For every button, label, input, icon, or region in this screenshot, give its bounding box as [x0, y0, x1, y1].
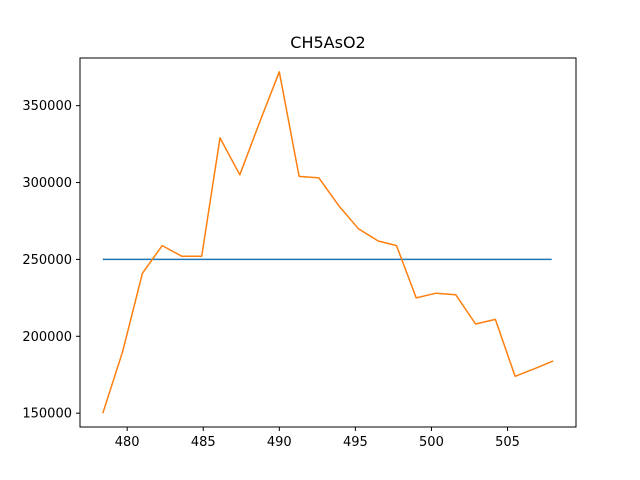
y-tick-label: 200000	[22, 330, 72, 345]
x-tick-label: 495	[343, 435, 368, 450]
series-layer	[102, 71, 554, 414]
y-axis: 150000 200000 250000 300000 350000	[22, 99, 80, 422]
x-axis: 480 485 490 495 500 505	[115, 427, 520, 450]
y-tick-label: 150000	[22, 407, 72, 422]
plot-frame	[79, 57, 577, 428]
x-tick-label: 505	[495, 435, 520, 450]
x-tick-label: 490	[267, 435, 292, 450]
y-tick-label: 300000	[22, 176, 72, 191]
x-tick-label: 500	[419, 435, 444, 450]
series-line-2	[102, 71, 554, 414]
y-tick-label: 250000	[22, 253, 72, 268]
x-tick-label: 480	[115, 435, 140, 450]
x-tick-label: 485	[191, 435, 216, 450]
y-tick-label: 350000	[22, 99, 72, 114]
chart-title: CH5AsO2	[290, 33, 365, 52]
